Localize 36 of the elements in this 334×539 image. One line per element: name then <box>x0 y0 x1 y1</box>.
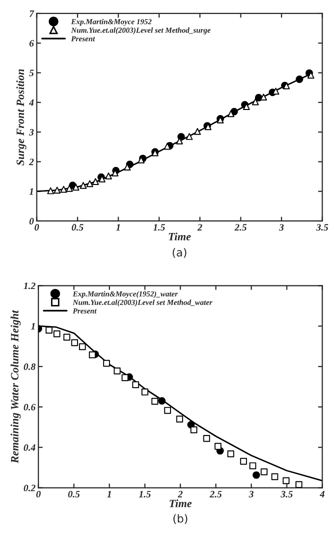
x-axis-title: Time <box>168 232 191 240</box>
y-tick-label: 6 <box>29 40 34 47</box>
x-tick-label: 3.5 <box>316 224 328 231</box>
x-tick-label: 1 <box>116 224 120 231</box>
y-tick-label: 0.2 <box>24 484 36 492</box>
y-axis-title: Surge Front Position <box>16 69 26 166</box>
y-axis-title: Remaining Water Colume Height <box>10 310 21 464</box>
x-tick-label: 0.5 <box>68 490 80 498</box>
y-tick-label: 0.8 <box>24 363 36 370</box>
x-axis-title: Time <box>170 499 192 508</box>
text: (a) <box>172 248 186 258</box>
x-tick-label: 2 <box>178 490 183 498</box>
x-tick-label: 4 <box>320 490 324 498</box>
y-tick-label: 7 <box>30 10 34 17</box>
x-tick-label: 0.5 <box>72 224 84 231</box>
x-tick-label: 2.5 <box>210 490 222 498</box>
x-tick-label: 1 <box>107 490 111 498</box>
x-tick-label: 0 <box>36 490 41 498</box>
x-tick-label: 2 <box>197 224 202 231</box>
y-tick-label: 3 <box>29 128 34 136</box>
y-tick-label: 2 <box>28 158 34 166</box>
y-tick-label: 1 <box>31 323 35 330</box>
x-tick-label: 3 <box>279 224 284 231</box>
y-tick-label: 0 <box>29 218 34 224</box>
y-tick-label: 0.6 <box>24 404 36 410</box>
y-tick-label: 5 <box>29 70 34 76</box>
x-tick-label: 2.5 <box>234 224 247 231</box>
y-tick-label: 1 <box>29 188 33 195</box>
text: (b) <box>173 514 188 524</box>
x-tick-label: 1.5 <box>139 490 151 498</box>
y-tick-label: 1.2 <box>24 282 36 290</box>
y-tick-label: 0.4 <box>24 444 36 451</box>
x-tick-label: 3 <box>248 490 254 498</box>
y-tick-label: 4 <box>28 99 34 106</box>
x-tick-label: 3.5 <box>280 490 293 498</box>
x-tick-label: 1.5 <box>153 224 165 231</box>
